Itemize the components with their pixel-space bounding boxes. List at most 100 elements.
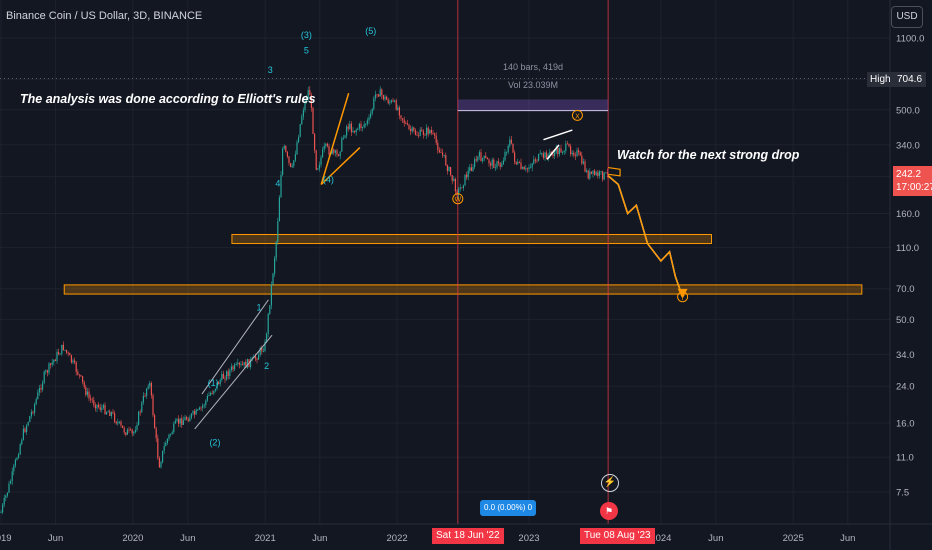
candle-body [381,89,383,96]
wave-label: (3) [301,30,312,40]
chart-grid [0,0,890,524]
candle-body [266,333,268,342]
candle-body [605,172,607,174]
candle-body [259,347,261,355]
candle-body [134,430,136,433]
time-tick-label: 2020 [122,533,143,544]
candle-body [509,139,511,146]
channel-lower-line [194,334,273,430]
wave-label: Y [680,295,685,302]
candle-body [11,471,13,482]
candle-body [114,413,116,422]
candle-body [306,98,308,101]
candle-body [282,148,284,175]
candle-body [64,349,66,351]
candle-body [235,364,237,365]
candle-body [554,152,556,156]
candle-body [450,167,452,176]
candle-body [78,374,80,376]
time-axis: 2019 Jun 2020 Jun 2021 Jun 2022 2023 2024 Jun 2025… [0,523,932,544]
lightning-icon[interactable]: ⚡ [601,474,619,492]
candle-body [293,160,295,166]
date-tag-end: Tue 08 Aug '23 [580,528,655,544]
candle-body [526,168,528,170]
candle-body [445,155,447,166]
candle-body [382,95,384,100]
price-tick-label: 16.0 [896,419,915,430]
candle-body [525,168,527,170]
candle-body [461,187,463,189]
candle-body [186,417,188,420]
candle-body [557,147,559,155]
candle-body [411,127,413,132]
time-tick-label: 2025 [783,533,804,544]
candle-body [243,361,245,366]
candle-body [552,153,554,156]
analysis-note: The analysis was done according to Ellio… [20,92,316,106]
candle-body [358,123,360,129]
candle-body [429,130,431,134]
candle-body [174,420,176,424]
candle-body [224,378,226,380]
candle-body [162,450,164,463]
candle-body [394,100,396,102]
candle-body [158,458,160,468]
candle-body [485,155,487,158]
time-tick-label: Jun [708,533,723,544]
candle-body [378,94,380,97]
candle-body [288,156,290,164]
candle-body [85,386,87,395]
price-tick-label: 110.0 [896,243,919,254]
currency-button[interactable]: USD [891,6,923,28]
measure-tool [457,99,609,112]
candle-body [474,159,476,167]
price-tick-label: 34.0 [896,350,915,361]
candle-body [69,353,71,356]
candle-body [283,145,285,149]
candle-body [523,166,525,170]
wave-label: 5 [304,45,309,55]
candle-body [493,159,495,169]
candle-body [173,423,175,433]
candle-body [26,425,28,433]
candle-body [163,446,165,451]
support-zone [63,284,863,295]
candle-body [176,419,178,421]
candle-body [170,434,172,435]
wedge-upper-line [320,92,350,185]
candle-body [242,364,244,366]
candle-body [53,359,55,363]
candle-body [226,371,228,380]
candle-body [122,425,124,428]
wave-label: (2) [209,438,220,448]
candle-body [365,123,367,125]
candle-body [334,150,336,153]
time-tick-label: 2021 [255,533,276,544]
candle-body [317,168,319,170]
candle-body [320,157,322,165]
candle-body [389,102,391,104]
candle-body [10,481,12,484]
position-badge[interactable]: 0.0 (0.00%) 0 [480,500,537,516]
candle-body [133,432,135,434]
candle-body [32,411,34,413]
candle-body [200,407,202,409]
wave-label: 4 [275,179,280,189]
candle-body [419,129,421,136]
wave-label: (5) [365,26,376,36]
candle-body [192,411,194,414]
candle-body [435,135,437,143]
candle-body [576,150,578,157]
candle-body [251,357,253,360]
candle-body [454,178,456,192]
candle-body [594,170,596,175]
candle-body [298,136,300,143]
candle-body [99,407,101,410]
candle-body [264,341,266,352]
candle-body [203,404,205,406]
candle-body [299,124,301,137]
candle-body [349,123,351,129]
date-tag-start: Sat 18 Jun '22 [432,528,504,544]
us-flag-icon[interactable]: ⚑ [600,502,618,520]
